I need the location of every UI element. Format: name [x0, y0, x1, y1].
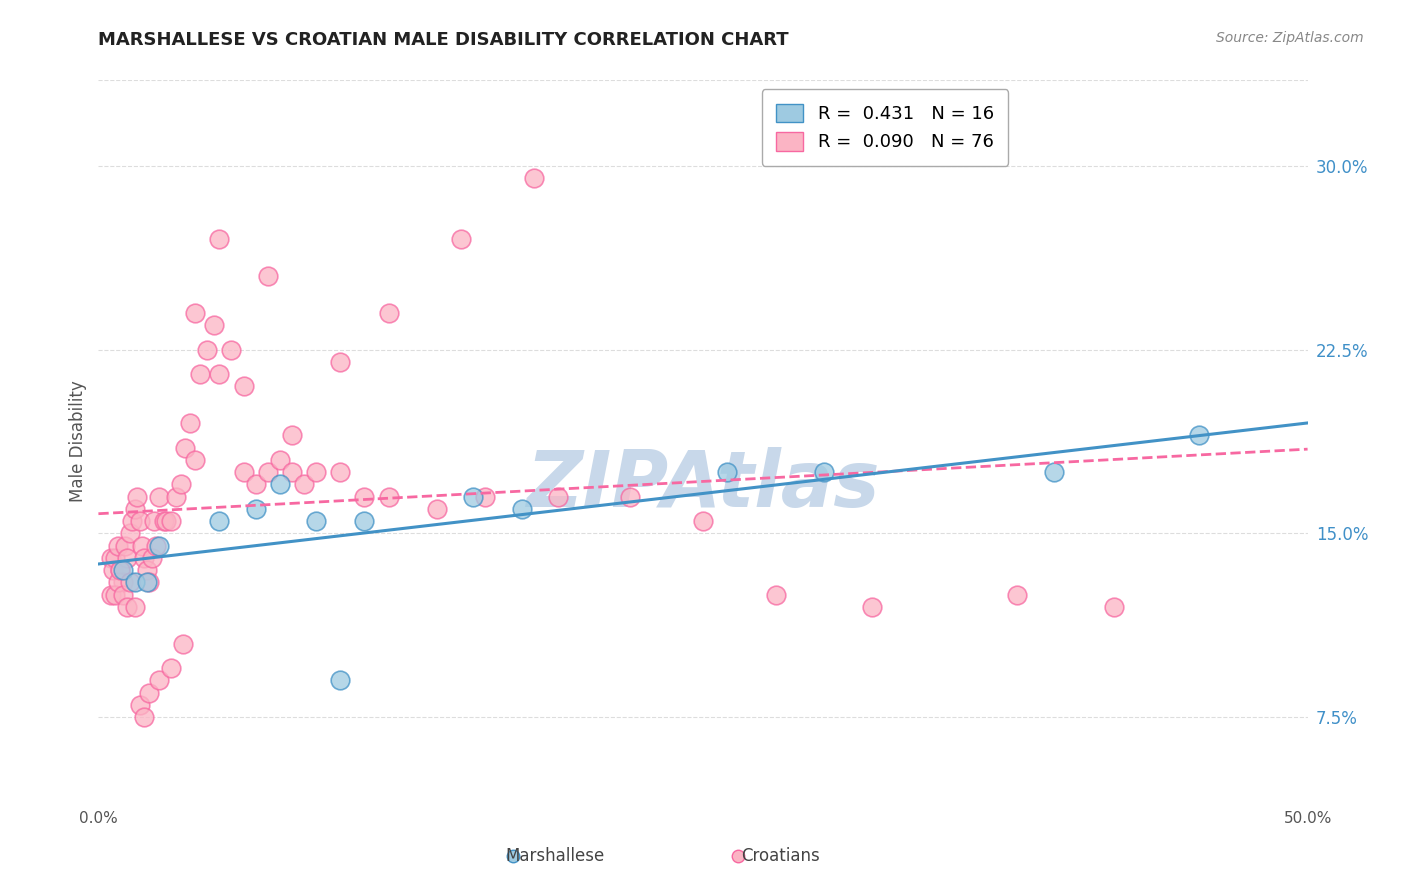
Point	[281, 428, 304, 442]
Point	[813, 465, 835, 479]
Point	[245, 502, 267, 516]
Point	[141, 550, 163, 565]
Point	[101, 563, 124, 577]
Text: Source: ZipAtlas.com: Source: ZipAtlas.com	[1216, 31, 1364, 45]
Point	[208, 232, 231, 246]
Point	[134, 710, 156, 724]
Point	[860, 599, 883, 614]
Point	[100, 588, 122, 602]
Point	[114, 539, 136, 553]
Point	[131, 539, 153, 553]
Point	[474, 490, 496, 504]
Point	[305, 514, 328, 528]
Point	[281, 465, 304, 479]
Point	[204, 318, 226, 333]
Point	[426, 502, 449, 516]
Point	[169, 477, 191, 491]
Point	[111, 575, 134, 590]
Point	[121, 514, 143, 528]
Point	[547, 490, 569, 504]
Point	[135, 563, 157, 577]
Point	[160, 661, 183, 675]
Point	[463, 490, 485, 504]
Point	[124, 575, 146, 590]
Point	[155, 514, 177, 528]
Point	[143, 514, 166, 528]
Point	[107, 575, 129, 590]
Point	[716, 465, 738, 479]
Point	[269, 477, 291, 491]
Point	[111, 563, 134, 577]
Text: MARSHALLESE VS CROATIAN MALE DISABILITY CORRELATION CHART: MARSHALLESE VS CROATIAN MALE DISABILITY …	[98, 31, 789, 49]
Point	[208, 514, 231, 528]
Point	[377, 490, 399, 504]
Point	[329, 465, 352, 479]
Point	[117, 599, 139, 614]
Point	[1188, 428, 1211, 442]
Point	[329, 673, 352, 688]
Point	[127, 490, 149, 504]
Point	[450, 232, 472, 246]
Point	[232, 379, 254, 393]
Point	[692, 514, 714, 528]
Point	[765, 588, 787, 602]
Y-axis label: Male Disability: Male Disability	[69, 381, 87, 502]
Point	[118, 575, 141, 590]
Point	[128, 698, 150, 712]
Point	[245, 477, 267, 491]
Point	[135, 575, 157, 590]
Point	[100, 550, 122, 565]
Point	[104, 588, 127, 602]
Point	[108, 563, 131, 577]
Point	[118, 526, 141, 541]
Point	[1042, 465, 1064, 479]
Point	[172, 637, 194, 651]
Point	[619, 490, 641, 504]
Point	[165, 490, 187, 504]
Point	[221, 343, 243, 357]
Point	[160, 514, 183, 528]
Legend: R =  0.431   N = 16, R =  0.090   N = 76: R = 0.431 N = 16, R = 0.090 N = 76	[762, 89, 1008, 166]
Point	[208, 367, 231, 381]
Point	[256, 465, 278, 479]
Point	[148, 490, 170, 504]
Point	[104, 550, 127, 565]
Point	[1007, 588, 1029, 602]
Point	[1102, 599, 1125, 614]
Point	[269, 453, 291, 467]
Point	[174, 441, 197, 455]
Point	[329, 355, 352, 369]
Point	[107, 539, 129, 553]
Point	[124, 502, 146, 516]
Point	[138, 575, 160, 590]
Point	[377, 306, 399, 320]
Point	[195, 343, 218, 357]
Point	[353, 514, 375, 528]
Text: Croatians: Croatians	[741, 847, 820, 865]
Point	[510, 502, 533, 516]
Point	[111, 588, 134, 602]
Point	[152, 514, 174, 528]
Point	[305, 465, 328, 479]
Point	[292, 477, 315, 491]
Point	[134, 550, 156, 565]
Point	[184, 453, 207, 467]
Point	[145, 539, 167, 553]
Point	[232, 465, 254, 479]
Point	[138, 685, 160, 699]
Point	[179, 416, 201, 430]
Text: ZIPAtlas: ZIPAtlas	[526, 447, 880, 523]
Point	[188, 367, 211, 381]
Point	[523, 171, 546, 186]
Point	[128, 514, 150, 528]
Point	[117, 550, 139, 565]
Text: Marshallese: Marshallese	[506, 847, 605, 865]
Point	[256, 269, 278, 284]
Point	[148, 673, 170, 688]
Point	[124, 599, 146, 614]
Point	[148, 539, 170, 553]
Point	[108, 563, 131, 577]
Point	[353, 490, 375, 504]
Point	[184, 306, 207, 320]
